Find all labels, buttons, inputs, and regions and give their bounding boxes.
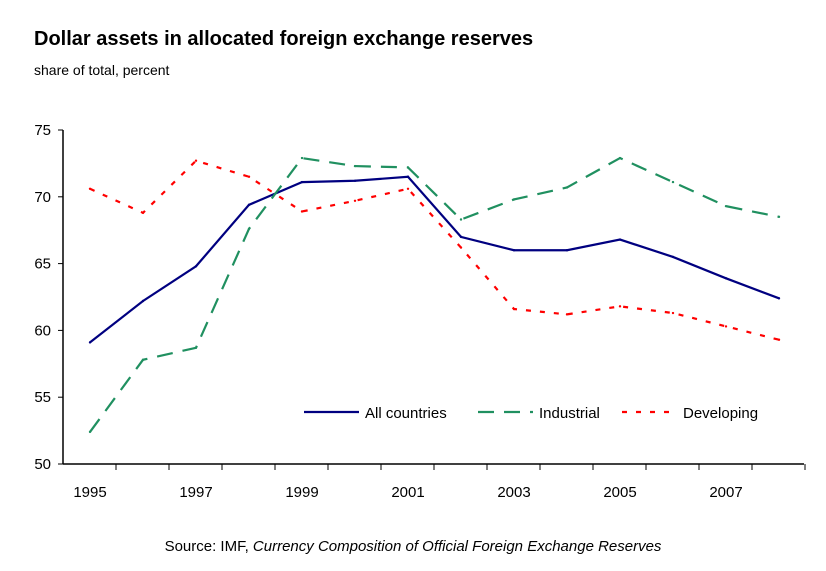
legend-developing-label: Developing [683, 405, 758, 422]
data-point [565, 249, 569, 252]
series-line-developing [89, 159, 780, 341]
data-point [88, 430, 92, 434]
source-note: Source: IMF, Currency Composition of Off… [0, 538, 826, 555]
x-tick-label: 2003 [497, 484, 530, 501]
data-point [777, 297, 781, 300]
data-point [618, 305, 622, 308]
data-point [724, 277, 728, 280]
series-line-all-countries [89, 175, 780, 344]
data-point [353, 199, 357, 203]
legend-all-label: All countries [365, 405, 447, 422]
data-point [671, 255, 675, 259]
y-tick-label: 50 [34, 456, 51, 473]
data-point [671, 311, 675, 315]
y-tick-label: 60 [34, 322, 51, 339]
data-point [247, 175, 251, 178]
data-point [459, 246, 463, 249]
data-point [353, 179, 357, 182]
data-point [618, 238, 622, 241]
x-tick-label: 2007 [709, 484, 742, 501]
legend-industrial-label: Industrial [539, 405, 600, 422]
data-point [194, 265, 198, 268]
y-tick-label: 65 [34, 256, 51, 273]
data-point [194, 346, 198, 349]
chart-subtitle: share of total, percent [34, 62, 170, 78]
data-point [724, 325, 728, 328]
data-point [247, 203, 251, 207]
data-point [300, 180, 304, 184]
data-point [459, 218, 463, 221]
data-point [777, 338, 781, 341]
data-point [406, 166, 410, 169]
data-point [777, 215, 781, 219]
data-point [459, 235, 463, 239]
series-line-industrial [89, 156, 780, 433]
data-point [141, 358, 145, 361]
x-tick-label: 1995 [73, 484, 106, 501]
data-point [565, 186, 569, 189]
data-point [88, 341, 92, 344]
data-point [406, 187, 410, 190]
x-tick-label: 2001 [391, 484, 424, 501]
chart-title: Dollar assets in allocated foreign excha… [34, 28, 534, 50]
data-point [300, 210, 304, 213]
data-point [618, 156, 622, 160]
y-tick-label: 55 [34, 389, 51, 406]
data-point [512, 307, 516, 311]
data-point [247, 227, 251, 231]
data-point [88, 187, 92, 190]
source-title: Currency Composition of Official Foreign… [252, 538, 662, 555]
data-point [300, 156, 304, 160]
data-point [724, 204, 728, 208]
x-tick-label: 1999 [285, 484, 318, 501]
data-point [194, 159, 198, 162]
data-point [512, 198, 516, 201]
data-point [406, 175, 410, 178]
y-tick-label: 75 [34, 122, 51, 139]
x-tick-label: 2005 [603, 484, 636, 501]
data-point [141, 211, 145, 215]
data-point [512, 249, 516, 252]
source-prefix: Source: IMF, [164, 538, 253, 555]
data-point [141, 299, 145, 303]
data-point [671, 180, 675, 184]
data-point [565, 313, 569, 316]
data-point [353, 164, 357, 168]
x-tick-label: 1997 [179, 484, 212, 501]
y-tick-label: 70 [34, 189, 51, 206]
